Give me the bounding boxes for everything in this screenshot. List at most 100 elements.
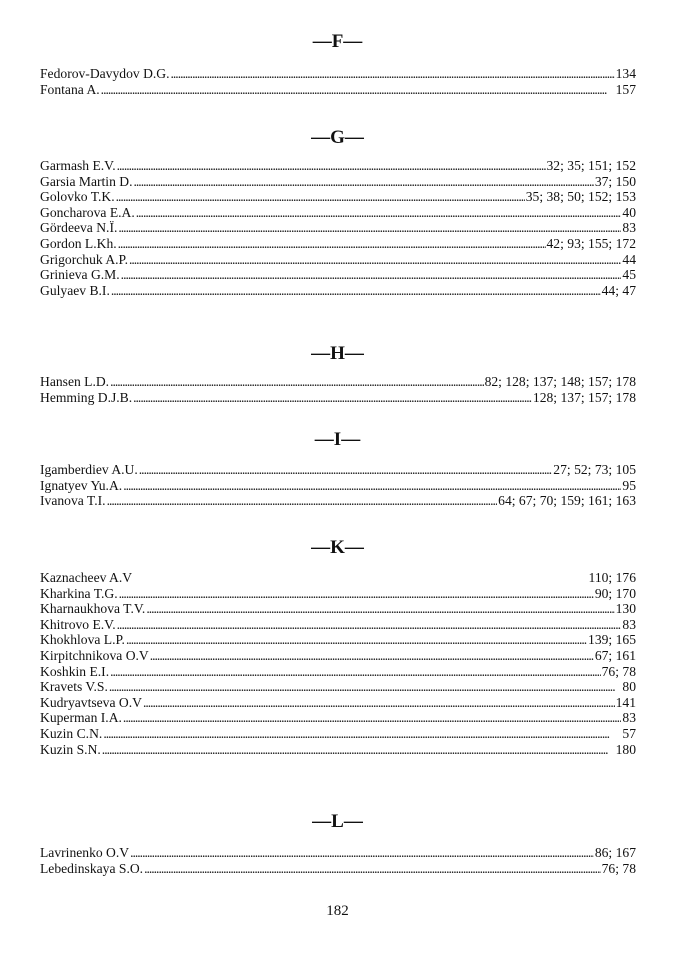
- entry-pages: 83: [622, 616, 636, 632]
- entry-name: Grigorchuk A.P.: [40, 251, 128, 267]
- index-entry: Fedorov-Davydov D.G. 134: [40, 66, 636, 82]
- entry-name: Lavrinenko O.V: [40, 845, 130, 860]
- dot-leader: [103, 726, 621, 742]
- entry-pages: 134: [615, 66, 636, 81]
- entry-pages: 82; 128; 137; 148; 157; 178: [484, 374, 636, 389]
- index-entry: Igamberdiev A.U. 27; 52; 73; 105: [40, 462, 636, 478]
- index-entry: Gulyaev B.I. 44; 47: [40, 283, 636, 299]
- dot-leader: [118, 236, 546, 252]
- entry-name: Kaznacheev A.V: [40, 570, 133, 585]
- entry-name: Golovko T.K.: [40, 189, 115, 205]
- entry-pages: 40: [622, 204, 636, 220]
- section-heading: —I—: [314, 429, 361, 450]
- dot-leader: [110, 664, 601, 680]
- index-entry: Goncharova E.A. 40: [40, 205, 636, 221]
- entry-pages: 76; 78: [601, 860, 636, 876]
- entry-name: Igamberdiev A.U.: [40, 462, 138, 477]
- index-entry: Khokhlova L.P. 139; 165: [40, 632, 636, 648]
- entry-pages: 86; 167: [594, 845, 636, 860]
- entry-name: Gordon L.Kh.: [40, 235, 117, 251]
- dot-leader: [143, 695, 615, 711]
- dot-leader: [121, 267, 622, 283]
- index-entry: Kirpitchnikova O.V 67; 161: [40, 648, 636, 664]
- dot-leader: [117, 617, 622, 633]
- entry-name: Kirpitchnikova O.V: [40, 647, 149, 663]
- index-entry: Kravets V.S. 80: [40, 679, 636, 695]
- dot-leader: [107, 493, 498, 509]
- dot-leader: [101, 82, 615, 98]
- index-entry: Kharkina T.G. 90; 170: [40, 586, 636, 602]
- section-heading: —F—: [312, 31, 363, 52]
- entry-name: Kharnaukhova T.V.: [40, 601, 146, 617]
- entry-name: Khokhlova L.P.: [40, 632, 125, 648]
- index-entry: Khitrovo E.V. 83: [40, 617, 636, 633]
- dot-leader: [150, 648, 594, 664]
- index-entry: Kharnaukhova T.V. 130: [40, 601, 636, 617]
- index-entry: Garsia Martin D. 37; 150: [40, 174, 636, 190]
- entry-name: Garsia Martin D.: [40, 173, 133, 189]
- index-section: Igamberdiev A.U.27; 52; 73; 105Ignatyev …: [40, 462, 636, 509]
- dot-leader: [102, 742, 615, 758]
- entry-pages: 80: [622, 679, 636, 695]
- entry-pages: 67; 161: [594, 647, 636, 663]
- dot-leader: [109, 679, 622, 695]
- index-section: Lavrinenko O.V 86; 167 Lebedinskaya S.O. 76…: [40, 845, 636, 876]
- dot-leader: [136, 205, 622, 221]
- entry-pages: 32; 35; 151; 152: [546, 158, 637, 173]
- dot-leader: [171, 66, 615, 82]
- entry-name: Kudryavtseva O.V: [40, 694, 142, 710]
- dot-leader: [119, 586, 594, 602]
- index-entry: Lavrinenko O.V 86; 167: [40, 845, 636, 861]
- entry-pages: 110; 176: [588, 570, 636, 585]
- section-heading: —G—: [311, 127, 364, 148]
- entry-name: Gulyaev B.I.: [40, 282, 110, 298]
- dot-leader: [126, 632, 587, 648]
- entry-pages: 130: [615, 601, 636, 617]
- index-entry: Golovko T.K. 35; 38; 50; 152; 153: [40, 189, 636, 205]
- dot-leader: [123, 710, 621, 726]
- entry-pages: 139; 165: [588, 632, 636, 648]
- entry-name: Gördeeva N.Ï.: [40, 220, 118, 236]
- dot-leader: [123, 478, 621, 494]
- entry-pages: 27; 52; 73; 105: [553, 462, 636, 477]
- entry-name: Fedorov-Davydov D.G.: [40, 66, 170, 81]
- index-entry: Hemming D.J.B. 128; 137; 157; 178: [40, 390, 636, 406]
- dot-leader: [139, 462, 553, 478]
- entry-name: Garmash E.V.: [40, 158, 116, 173]
- entry-pages: 37; 150: [594, 173, 636, 189]
- dot-leader: [133, 390, 532, 406]
- entry-name: Ignatyev Yu.A.: [40, 477, 123, 493]
- dot-leader: [133, 570, 587, 586]
- dot-leader: [146, 601, 614, 617]
- entry-pages: 90; 170: [594, 585, 636, 601]
- index-entry: Grigorchuk A.P. 44: [40, 252, 636, 268]
- entry-pages: 57: [622, 725, 636, 741]
- section-heading: —L—: [312, 811, 363, 832]
- entry-name: Goncharova E.A.: [40, 204, 135, 220]
- index-entry: Ivanova T.I. 64; 67; 70; 159; 161; 163: [40, 493, 636, 509]
- dot-leader: [111, 283, 601, 299]
- entry-pages: 44; 47: [601, 282, 636, 298]
- entry-pages: 95: [622, 477, 636, 493]
- entry-pages: 45: [622, 267, 636, 283]
- entry-name: Ivanova T.I.: [40, 493, 106, 509]
- entry-name: Fontana A.: [40, 81, 100, 97]
- index-entry: Garmash E.V. 32; 35; 151; 152: [40, 158, 636, 174]
- dot-leader: [144, 861, 601, 877]
- index-section: Hansen L.D.82; 128; 137; 148; 157; 178He…: [40, 374, 636, 405]
- entry-pages: 180: [615, 741, 636, 757]
- dot-leader: [117, 158, 546, 174]
- entry-pages: 157: [615, 81, 636, 97]
- entry-pages: 76; 78: [601, 663, 636, 679]
- dot-leader: [110, 374, 483, 390]
- index-entry: Ignatyev Yu.A. 95: [40, 478, 636, 494]
- index-entry: Kudryavtseva O.V 141: [40, 695, 636, 711]
- entry-name: Hemming D.J.B.: [40, 389, 133, 405]
- entry-pages: 44: [622, 251, 636, 267]
- index-entry: Kuperman I.A. 83: [40, 710, 636, 726]
- index-entry: Lebedinskaya S.O. 76; 78: [40, 861, 636, 877]
- index-section: Kaznacheev A.V 110; 176 Kharkina T.G. 90; 1…: [40, 570, 636, 757]
- page-number: 182: [326, 903, 349, 919]
- index-entry: Hansen L.D. 82; 128; 137; 148; 157; 178: [40, 374, 636, 390]
